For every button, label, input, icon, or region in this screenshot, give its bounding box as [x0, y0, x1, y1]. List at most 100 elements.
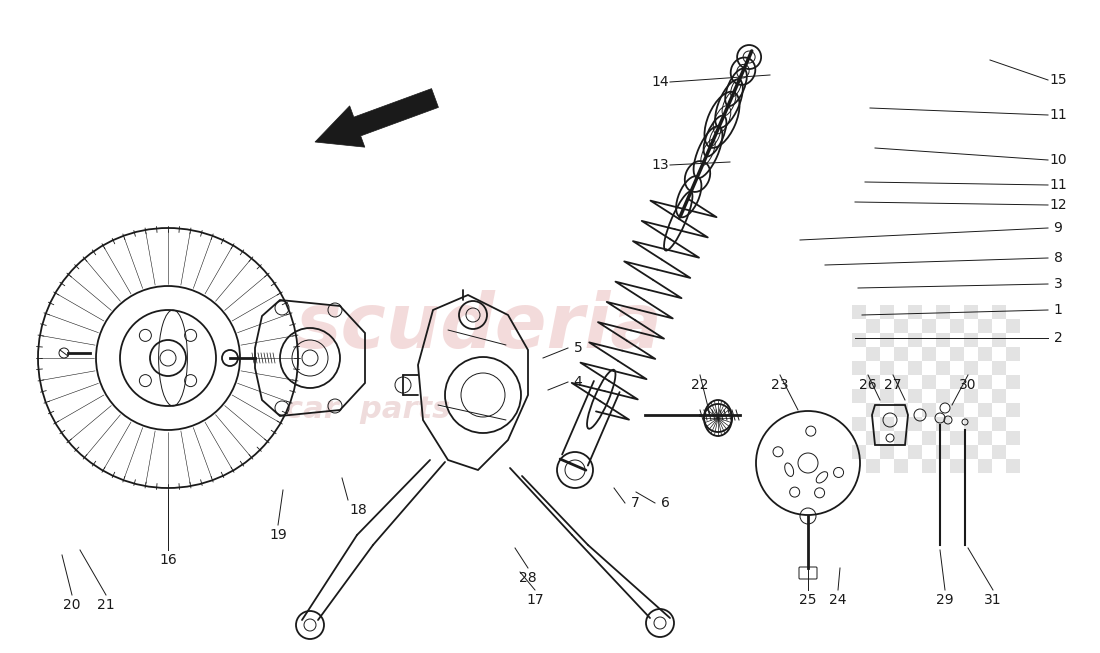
Text: 17: 17 — [526, 593, 543, 607]
Bar — [866, 403, 880, 417]
Text: 12: 12 — [1049, 198, 1067, 212]
Bar — [908, 305, 922, 319]
Text: 8: 8 — [1054, 251, 1063, 265]
Bar — [894, 403, 908, 417]
Bar — [866, 347, 880, 361]
Bar — [978, 459, 992, 473]
Bar — [950, 319, 964, 333]
Bar — [964, 333, 978, 347]
Bar — [992, 305, 1007, 319]
Bar — [936, 361, 950, 375]
Bar — [880, 389, 894, 403]
Bar — [964, 361, 978, 375]
Bar — [992, 445, 1007, 459]
Bar — [1006, 347, 1020, 361]
Bar — [992, 361, 1007, 375]
Bar — [866, 375, 880, 389]
Bar — [964, 417, 978, 431]
Bar — [922, 459, 936, 473]
Bar — [950, 403, 964, 417]
Bar — [1006, 431, 1020, 445]
Text: 7: 7 — [630, 496, 639, 510]
Bar — [908, 445, 922, 459]
Text: 11: 11 — [1049, 108, 1067, 122]
Text: 13: 13 — [651, 158, 669, 172]
Bar — [950, 375, 964, 389]
Text: 15: 15 — [1049, 73, 1067, 87]
Text: 2: 2 — [1054, 331, 1063, 345]
Bar — [852, 389, 866, 403]
Bar — [922, 403, 936, 417]
Bar — [894, 347, 908, 361]
Text: 31: 31 — [984, 593, 1002, 607]
Bar — [908, 333, 922, 347]
Bar — [908, 417, 922, 431]
Text: 1: 1 — [1054, 303, 1063, 317]
Text: 5: 5 — [573, 341, 582, 355]
Text: 29: 29 — [936, 593, 954, 607]
Bar — [1006, 459, 1020, 473]
Bar — [852, 361, 866, 375]
Text: 18: 18 — [349, 503, 367, 517]
Bar — [880, 417, 894, 431]
Bar — [922, 347, 936, 361]
Bar — [964, 445, 978, 459]
Bar — [1006, 319, 1020, 333]
Text: 30: 30 — [959, 378, 977, 392]
Bar — [880, 361, 894, 375]
Bar — [894, 375, 908, 389]
Bar — [978, 347, 992, 361]
Bar — [922, 375, 936, 389]
Text: 16: 16 — [160, 553, 177, 567]
Bar — [936, 445, 950, 459]
Text: 26: 26 — [859, 378, 877, 392]
Bar — [908, 389, 922, 403]
Bar — [852, 305, 866, 319]
Bar — [894, 431, 908, 445]
Bar — [978, 375, 992, 389]
Text: 24: 24 — [829, 593, 847, 607]
Text: 19: 19 — [270, 528, 287, 542]
Bar — [852, 445, 866, 459]
Bar — [950, 431, 964, 445]
Bar — [866, 319, 880, 333]
Text: 21: 21 — [97, 598, 114, 612]
Bar — [894, 459, 908, 473]
Bar — [950, 347, 964, 361]
Bar — [880, 305, 894, 319]
Bar — [908, 361, 922, 375]
Text: 9: 9 — [1054, 221, 1063, 235]
Text: 27: 27 — [884, 378, 902, 392]
Bar — [922, 319, 936, 333]
Text: 6: 6 — [661, 496, 670, 510]
Bar — [936, 389, 950, 403]
Bar — [964, 389, 978, 403]
Bar — [978, 403, 992, 417]
Bar — [978, 319, 992, 333]
Bar — [852, 333, 866, 347]
Bar — [936, 333, 950, 347]
Text: 10: 10 — [1049, 153, 1067, 167]
Text: 22: 22 — [691, 378, 708, 392]
Text: 4: 4 — [573, 375, 582, 389]
Bar — [936, 305, 950, 319]
Text: car  parts: car parts — [285, 395, 450, 424]
Bar — [1006, 375, 1020, 389]
Text: 20: 20 — [64, 598, 80, 612]
Bar — [936, 417, 950, 431]
Bar — [852, 417, 866, 431]
Text: 28: 28 — [519, 571, 537, 585]
Bar — [922, 431, 936, 445]
Text: 25: 25 — [800, 593, 816, 607]
Bar — [866, 459, 880, 473]
Text: 14: 14 — [651, 75, 669, 89]
Bar — [992, 389, 1007, 403]
Polygon shape — [315, 89, 439, 147]
Text: 11: 11 — [1049, 178, 1067, 192]
Bar — [964, 305, 978, 319]
Text: scuderia: scuderia — [295, 290, 662, 364]
Bar — [950, 459, 964, 473]
Bar — [978, 431, 992, 445]
Text: 23: 23 — [771, 378, 789, 392]
Bar — [866, 431, 880, 445]
